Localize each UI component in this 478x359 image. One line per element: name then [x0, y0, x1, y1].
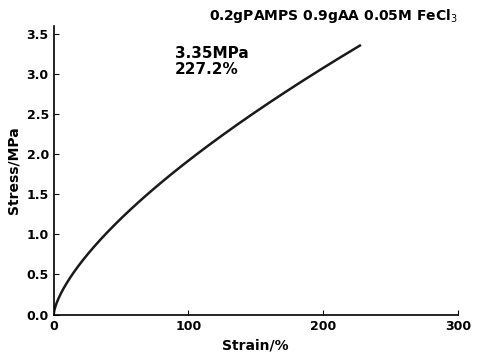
Y-axis label: Stress/MPa: Stress/MPa: [7, 126, 21, 214]
Text: 0.2gPAMPS 0.9gAA 0.05M FeCl$_3$: 0.2gPAMPS 0.9gAA 0.05M FeCl$_3$: [209, 7, 458, 25]
Text: 227.2%: 227.2%: [175, 62, 239, 77]
Text: 3.35MPa: 3.35MPa: [175, 46, 249, 61]
X-axis label: Strain/%: Strain/%: [222, 338, 289, 352]
